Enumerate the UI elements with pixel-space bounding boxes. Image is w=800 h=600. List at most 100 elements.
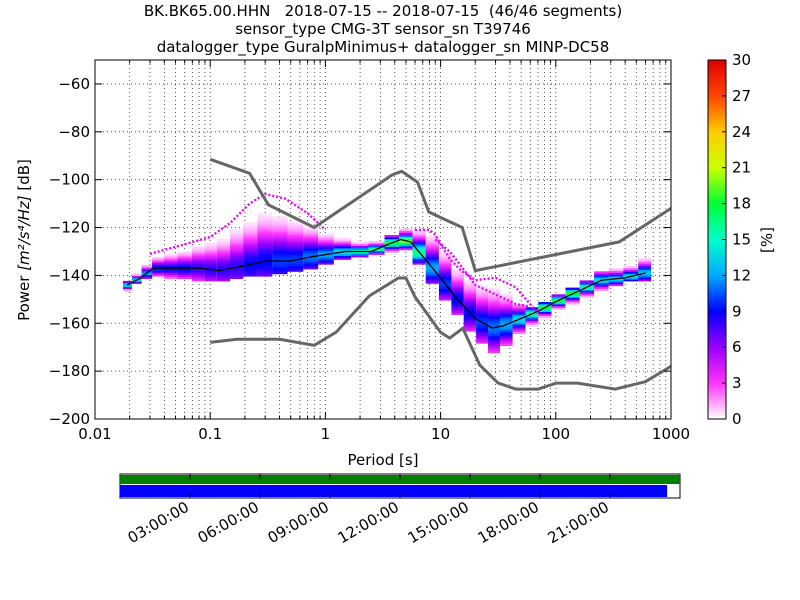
histogram-cell	[488, 327, 500, 331]
histogram-cell	[499, 316, 513, 320]
histogram-cell	[152, 256, 164, 260]
histogram-cell	[638, 267, 652, 270]
histogram-cell	[608, 268, 624, 271]
histogram-cell	[243, 230, 258, 233]
histogram-cell	[463, 285, 477, 288]
histogram-cell	[565, 295, 580, 298]
histogram-cell	[425, 269, 439, 273]
histogram-cell	[303, 261, 319, 264]
histogram-cell	[272, 264, 288, 267]
histogram-cell	[451, 301, 464, 304]
y-axis-label: Power [m²/s⁴/Hz] [dB]	[15, 159, 33, 321]
histogram-cell	[438, 284, 452, 288]
histogram-cell	[499, 332, 513, 335]
histogram-cell	[177, 263, 192, 266]
histogram-cell	[191, 275, 205, 278]
histogram-cell	[230, 259, 244, 262]
colorbar-tick-label: 9	[732, 302, 742, 320]
histogram-cell	[425, 256, 439, 259]
histogram-cell	[463, 287, 477, 290]
histogram-cell	[476, 329, 489, 333]
histogram-cell	[257, 214, 273, 218]
histogram-cell	[318, 254, 334, 257]
histogram-cell	[243, 228, 258, 231]
histogram-cell	[287, 267, 304, 270]
histogram-cell	[257, 256, 273, 260]
histogram-cell	[451, 297, 464, 300]
outlier-traces	[149, 192, 539, 315]
histogram-cell	[333, 244, 352, 247]
histogram-cell	[243, 258, 258, 262]
histogram-cell	[438, 267, 452, 270]
histogram-cell	[463, 283, 477, 286]
histogram-cell	[141, 274, 153, 278]
histogram-cell	[333, 247, 352, 251]
histogram-cell	[412, 254, 426, 257]
histogram-cell	[463, 292, 477, 296]
histogram	[122, 212, 652, 354]
histogram-cell	[272, 216, 288, 219]
histogram-cell	[287, 252, 304, 255]
histogram-cell	[141, 267, 153, 270]
histogram-cell	[638, 278, 652, 282]
histogram-cell	[204, 275, 217, 278]
colorbar-tick-label: 30	[732, 51, 751, 69]
histogram-cell	[287, 221, 304, 224]
histogram-cell	[499, 326, 513, 329]
histogram-cell	[303, 265, 319, 268]
histogram-cell	[318, 256, 334, 259]
histogram-cell	[230, 276, 244, 279]
x-tick-label: 100	[541, 425, 570, 443]
histogram-cell	[476, 341, 489, 344]
histogram-cell	[318, 262, 334, 265]
histogram-cell	[476, 325, 489, 329]
histogram-cell	[551, 294, 566, 297]
histogram-cell	[163, 253, 178, 257]
histogram-cell	[163, 276, 178, 279]
histogram-cell	[488, 302, 500, 306]
histogram-cell	[243, 243, 258, 246]
histogram-cell	[177, 270, 192, 274]
histogram-cell	[257, 245, 273, 248]
histogram-cell	[451, 291, 464, 294]
histogram-cell	[303, 249, 319, 253]
histogram-cell	[303, 242, 319, 245]
histogram-cell	[368, 241, 385, 244]
histogram-cell	[412, 233, 426, 236]
histogram-cell	[565, 291, 580, 294]
histogram-cell	[204, 259, 217, 263]
histogram-cell	[216, 254, 231, 257]
histogram-cell	[272, 256, 288, 259]
histogram-cell	[608, 279, 624, 283]
histogram-cell	[216, 242, 231, 246]
histogram-cell	[272, 258, 288, 261]
histogram-cell	[399, 228, 413, 232]
histogram-cell	[463, 308, 477, 311]
mode-curve	[126, 238, 646, 329]
histogram-cell	[177, 257, 192, 260]
histogram-cell	[488, 312, 500, 315]
histogram-cell	[488, 322, 500, 325]
histogram-cell	[122, 288, 132, 291]
histogram-cell	[204, 252, 217, 255]
histogram-cell	[525, 320, 539, 324]
histogram-cell	[177, 253, 192, 257]
histogram-cell	[257, 268, 273, 271]
histogram-cell	[488, 287, 500, 291]
histogram-cell	[333, 257, 352, 260]
histogram-cell	[488, 343, 500, 346]
histogram-cell	[257, 253, 273, 256]
histogram-cell	[463, 298, 477, 302]
histogram-cell	[594, 277, 609, 280]
histogram-cell	[538, 311, 552, 314]
histogram-cell	[399, 236, 413, 239]
histogram-cell	[476, 302, 489, 306]
histogram-cell	[204, 254, 217, 257]
histogram-cell	[499, 322, 513, 325]
histogram-cell	[230, 257, 244, 260]
histogram-cell	[287, 229, 304, 232]
outlier-trace	[149, 192, 327, 256]
histogram-cell	[412, 246, 426, 250]
histogram-cell	[476, 322, 489, 325]
histogram-cell	[287, 246, 304, 249]
